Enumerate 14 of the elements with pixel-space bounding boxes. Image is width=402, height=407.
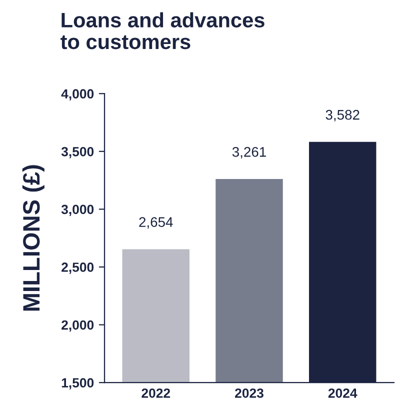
y-tick-label: 3,500	[61, 146, 94, 158]
y-axis-title: MILLIONS (£)	[22, 165, 44, 311]
data-label: 3,582	[326, 110, 360, 122]
y-tick-label: 3,000	[61, 204, 94, 216]
chart-title: Loans and advances to customers	[60, 12, 264, 50]
data-label: 3,261	[232, 147, 266, 158]
y-tick-label: 4,000	[61, 89, 94, 100]
x-tick-label: 2022	[142, 388, 170, 398]
y-tick-label: 2,500	[62, 262, 94, 274]
y-tick-label: 1,500	[62, 378, 94, 390]
data-label: 2,654	[139, 217, 173, 229]
x-tick-label: 2023	[235, 388, 264, 398]
y-tick-label: 2,000	[62, 320, 94, 332]
x-tick-label: 2024	[328, 388, 358, 398]
